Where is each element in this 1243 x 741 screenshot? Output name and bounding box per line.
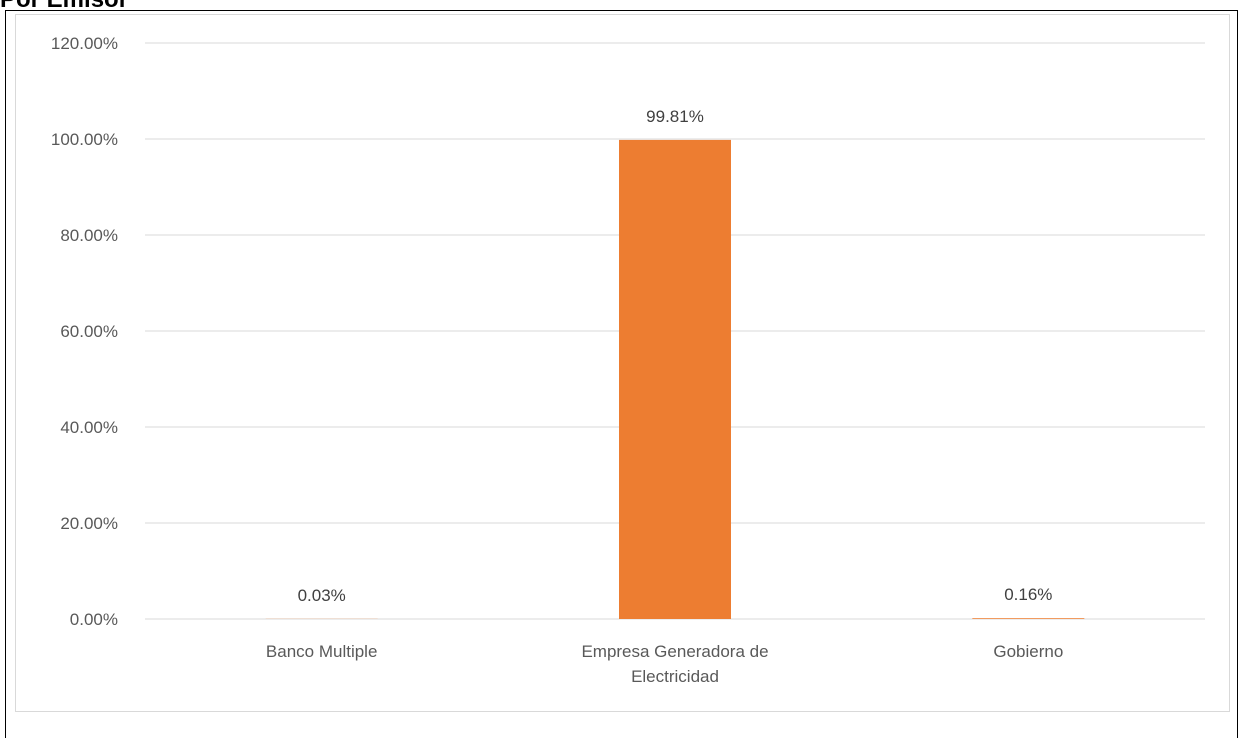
y-tick-label: 0.00% xyxy=(70,610,118,629)
y-tick-label: 40.00% xyxy=(60,418,118,437)
x-category-label: Empresa Generadora de Electricidad xyxy=(581,642,768,686)
page-title: Por Emisor xyxy=(0,0,128,12)
y-tick-label: 120.00% xyxy=(51,34,118,53)
bars xyxy=(265,139,1085,620)
data-labels: 0.03% 99.81% 0.16% xyxy=(298,107,1053,605)
data-label: 0.03% xyxy=(298,586,346,605)
y-tick-label: 100.00% xyxy=(51,130,118,149)
y-tick-label: 60.00% xyxy=(60,322,118,341)
y-tick-label: 80.00% xyxy=(60,226,118,245)
y-axis-ticks: 0.00% 20.00% 40.00% 60.00% 80.00% 100.00% 120.… xyxy=(51,34,118,629)
bar xyxy=(972,618,1085,619)
x-axis-categories: Banco Multiple Empresa Generadora de Elect… xyxy=(266,642,1063,686)
bar xyxy=(619,139,731,620)
x-category-label: Banco Multiple xyxy=(266,642,378,661)
x-category-label: Gobierno xyxy=(993,642,1063,661)
outer-frame xyxy=(5,10,1238,738)
y-tick-label: 20.00% xyxy=(60,514,118,533)
data-label: 0.16% xyxy=(1004,585,1052,604)
data-label: 99.81% xyxy=(646,107,704,126)
